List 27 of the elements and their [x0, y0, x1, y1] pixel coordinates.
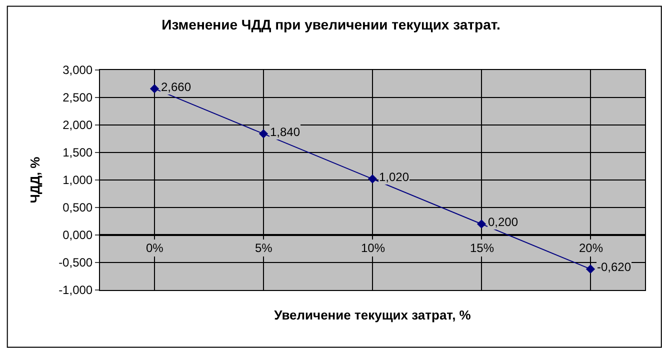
y-tick-label: 3,000	[62, 63, 93, 78]
y-tick-label: 2,000	[62, 118, 93, 132]
data-label: -0,620	[597, 260, 632, 274]
x-tick-label: 15%	[470, 241, 494, 255]
data-label: 1,840	[270, 125, 300, 139]
x-tick-label: 5%	[255, 241, 273, 255]
x-tick-label: 20%	[579, 241, 604, 255]
y-tick-label: -1,000	[58, 283, 93, 298]
chart-title: Изменение ЧДД при увеличении текущих затрат.	[162, 16, 500, 32]
point	[368, 174, 378, 184]
y-tick-label: 0,500	[62, 200, 93, 215]
point	[150, 84, 160, 94]
x-tick-label: 10%	[361, 241, 386, 255]
data-label: 1,020	[379, 170, 410, 184]
y-tick-label: 0,000	[62, 228, 93, 242]
x-axis-title: Увеличение текущих затрат, %	[274, 308, 472, 323]
point	[258, 129, 268, 138]
y-tick-label: 1,500	[62, 146, 93, 160]
y-tick-label: -0,500	[58, 256, 93, 270]
data-label: 0,200	[488, 215, 518, 229]
data-label: 2,660	[161, 80, 192, 94]
y-tick-label: 2,500	[62, 90, 93, 105]
y-axis-title: ЧДД, %	[28, 156, 43, 204]
point	[476, 219, 486, 229]
x-tick-label: 0%	[146, 241, 164, 255]
point	[586, 264, 596, 274]
y-tick-label: 1,000	[62, 173, 93, 188]
